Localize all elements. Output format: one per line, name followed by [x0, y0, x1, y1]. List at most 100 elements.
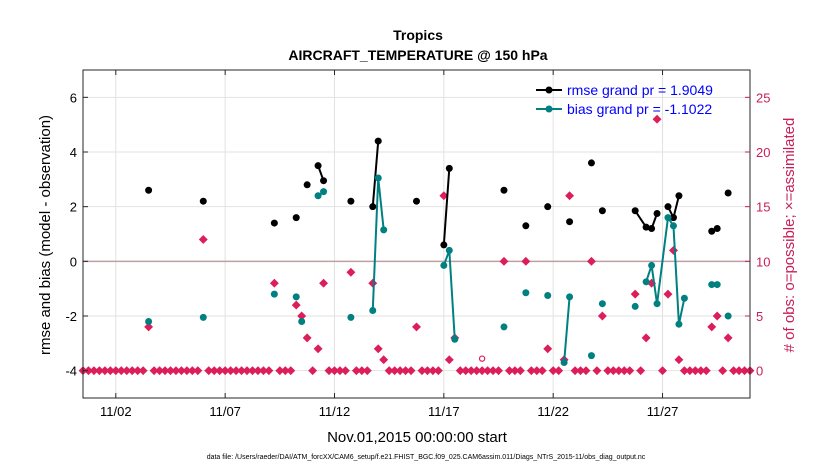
bias-point [587, 352, 595, 360]
bias-point [560, 358, 568, 366]
obs-assimilated-marker [319, 278, 329, 288]
y-tick-label-right: 10 [756, 254, 770, 269]
bias-point [708, 281, 716, 289]
bias-point [675, 320, 683, 328]
bias-point [199, 313, 207, 321]
bias-point [374, 174, 382, 182]
rmse-point [587, 159, 595, 167]
bias-point [445, 246, 453, 254]
chart-subtitle: AIRCRAFT_TEMPERATURE @ 150 hPa [288, 47, 547, 63]
series-points [145, 137, 732, 366]
obs-zero-marker [636, 366, 646, 376]
obs-zero-marker [592, 366, 602, 376]
obs-assimilated-marker [652, 114, 662, 124]
obs-assimilated-marker [587, 256, 596, 266]
obs-assimilated-marker [707, 322, 717, 332]
x-tick-label: 11/17 [428, 404, 460, 419]
obs-assimilated-marker [597, 311, 607, 321]
obs-assimilated-marker [302, 333, 312, 343]
rmse-point [445, 164, 453, 172]
plot-frame [82, 69, 751, 399]
rmse-point [440, 241, 448, 249]
rmse-point [708, 227, 716, 235]
obs-zero-marker [537, 366, 547, 376]
obs-assimilated-marker [291, 300, 301, 310]
obs-zero-marker [406, 366, 416, 376]
obs-assimilated-marker [346, 267, 356, 277]
rmse-point [292, 214, 300, 222]
y-axis-label-right: # of obs: o=possible; ×=assimilated [781, 118, 798, 353]
obs-zero-marker [581, 366, 591, 376]
x-axis-label: Nov.01,2015 00:00:00 start [327, 429, 508, 446]
rmse-line [371, 140, 380, 207]
y-tick-label-right: 5 [756, 309, 763, 324]
legend-label-bias: bias grand pr = -1.1022 [567, 101, 712, 117]
obs-assimilated-marker [373, 344, 383, 354]
bias-point [270, 290, 278, 298]
x-tick-label: 11/12 [319, 404, 351, 419]
rmse-point [713, 225, 721, 233]
rmse-point [598, 207, 606, 215]
rmse-point [199, 197, 207, 205]
bias-point [566, 293, 574, 301]
bias-point [664, 214, 672, 222]
y-tick-label-left: 6 [70, 90, 77, 105]
bias-point [440, 261, 448, 269]
x-tick-label: 11/07 [209, 404, 241, 419]
obs-assimilated-marker [543, 344, 553, 354]
obs-assimilated-marker [269, 278, 279, 288]
rmse-point [675, 192, 683, 200]
bias-point [314, 192, 322, 200]
obs-zero-marker [701, 366, 711, 376]
y-tick-label-right: 20 [756, 145, 770, 160]
y-tick-label-left: -4 [65, 364, 77, 379]
obs-zero-marker [193, 366, 203, 376]
y-tick-label-right: 15 [756, 200, 770, 215]
obs-assimilated-marker [641, 333, 651, 343]
chart-title: Tropics [393, 27, 443, 43]
obs-assimilated-marker [663, 289, 673, 299]
x-tick-label: 11/27 [647, 404, 679, 419]
obs-zero-marker [264, 366, 274, 376]
bias-point [631, 302, 639, 310]
bias-point [298, 317, 306, 325]
obs-zero-marker [286, 366, 296, 376]
bias-point [500, 323, 508, 331]
obs-assimilated-marker [712, 311, 722, 321]
bias-point [653, 300, 661, 308]
obs-possible-marker [478, 355, 486, 362]
rmse-point [631, 207, 639, 215]
rmse-point [500, 186, 508, 194]
bias-point [544, 292, 552, 299]
rmse-point [369, 203, 377, 211]
obs-assimilated-marker [198, 235, 208, 244]
bias-point [724, 312, 732, 320]
x-tick-label: 11/22 [537, 404, 569, 419]
obs-zero-marker [718, 366, 728, 376]
rmse-point [544, 203, 552, 211]
rmse-point [522, 222, 530, 230]
rmse-point [413, 197, 420, 205]
obs-zero-marker [625, 366, 635, 376]
rmse-point [653, 210, 661, 217]
obs-assimilated-marker [379, 355, 389, 365]
obs-assimilated-marker [565, 191, 575, 201]
y-tick-label-right: 25 [756, 90, 770, 105]
y-tick-label-right: 0 [756, 364, 763, 379]
obs-assimilated-marker [144, 322, 154, 332]
obs-assimilated-marker [384, 366, 394, 376]
obs-zero-marker [494, 366, 503, 376]
bias-point [598, 300, 606, 308]
bias-point [713, 281, 721, 289]
bias-point [642, 278, 650, 286]
rmse-point [314, 162, 322, 170]
y-tick-label-left: 4 [70, 145, 77, 160]
bias-point [380, 226, 388, 234]
obs-zero-marker [138, 366, 148, 376]
footer-data-file: data file: /Users/raeder/DAI/ATM_forcXX/… [207, 454, 646, 461]
axis-ticks: 11/02 11/07 11/12 11/17 11/22 11/27 -4 -2 0 2 4 6 0 5… [65, 70, 770, 419]
bias-point [145, 317, 153, 325]
obs-assimilated-marker [499, 256, 509, 266]
